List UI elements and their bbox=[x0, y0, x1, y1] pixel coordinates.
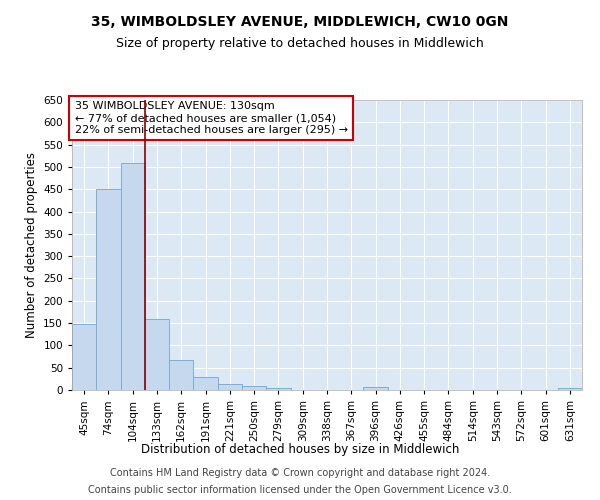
Bar bbox=[72, 324, 96, 390]
Bar bbox=[145, 318, 169, 390]
Text: Distribution of detached houses by size in Middlewich: Distribution of detached houses by size … bbox=[141, 442, 459, 456]
Text: 35, WIMBOLDSLEY AVENUE, MIDDLEWICH, CW10 0GN: 35, WIMBOLDSLEY AVENUE, MIDDLEWICH, CW10… bbox=[91, 15, 509, 29]
Text: Contains HM Land Registry data © Crown copyright and database right 2024.: Contains HM Land Registry data © Crown c… bbox=[110, 468, 490, 477]
Text: Size of property relative to detached houses in Middlewich: Size of property relative to detached ho… bbox=[116, 38, 484, 51]
Bar bbox=[169, 360, 193, 390]
Text: Contains public sector information licensed under the Open Government Licence v3: Contains public sector information licen… bbox=[88, 485, 512, 495]
Bar bbox=[364, 388, 388, 390]
Bar bbox=[121, 164, 145, 390]
Bar bbox=[242, 386, 266, 390]
Bar bbox=[218, 384, 242, 390]
Y-axis label: Number of detached properties: Number of detached properties bbox=[25, 152, 38, 338]
Bar bbox=[193, 376, 218, 390]
Bar bbox=[558, 388, 582, 390]
Bar bbox=[266, 388, 290, 390]
Bar bbox=[96, 189, 121, 390]
Text: 35 WIMBOLDSLEY AVENUE: 130sqm
← 77% of detached houses are smaller (1,054)
22% o: 35 WIMBOLDSLEY AVENUE: 130sqm ← 77% of d… bbox=[74, 102, 347, 134]
